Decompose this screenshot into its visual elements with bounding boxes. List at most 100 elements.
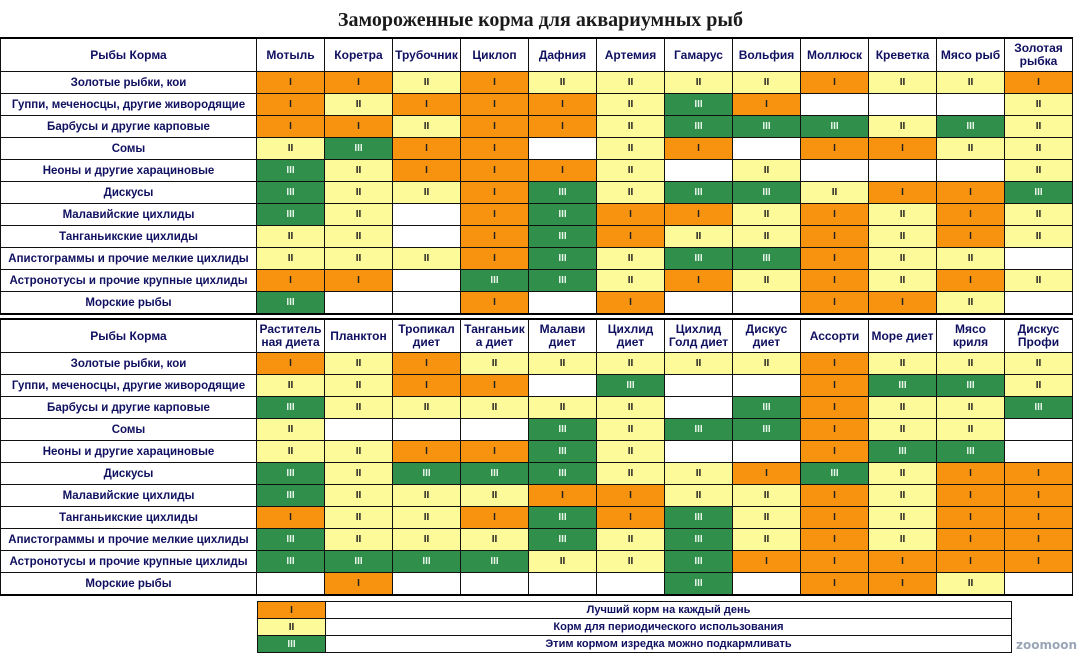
rating-cell: II [664, 462, 733, 485]
rating-cell [392, 572, 461, 596]
rating-cell: I [460, 203, 529, 226]
frozen-column-header: Гамарус [664, 37, 733, 72]
rating-cell: I [664, 203, 733, 226]
rating-cell: III [528, 181, 597, 204]
fish-name: Танганьикские цихлиды [0, 506, 257, 529]
rating-cell: I [256, 71, 325, 94]
rating-cell [664, 440, 733, 463]
rating-cell: I [528, 159, 597, 182]
rating-cell [392, 225, 461, 248]
rating-cell: I [256, 506, 325, 529]
rating-cell: III [528, 506, 597, 529]
rating-cell: I [528, 93, 597, 116]
rating-cell: II [936, 247, 1005, 270]
rating-cell: I [936, 269, 1005, 292]
dry-column-header: Раститель ная диета [256, 318, 325, 353]
rating-cell: II [868, 528, 937, 551]
rating-cell: I [936, 225, 1005, 248]
rating-cell [1004, 440, 1073, 463]
frozen-column-header: Мясо рыб [936, 37, 1005, 72]
rating-cell: II [256, 440, 325, 463]
rating-cell: I [732, 462, 801, 485]
rating-cell: I [256, 352, 325, 375]
dry-column-header: Малави диет [528, 318, 597, 353]
rating-cell [664, 374, 733, 397]
rating-cell: I [324, 269, 393, 292]
rating-cell: III [1004, 396, 1073, 419]
rating-cell: I [256, 115, 325, 138]
rating-cell: I [324, 572, 393, 596]
rating-cell: II [324, 247, 393, 270]
rating-cell: I [460, 440, 529, 463]
rating-cell: I [800, 418, 869, 441]
rating-cell: II [460, 484, 529, 507]
rating-cell [664, 159, 733, 182]
rating-cell: I [800, 572, 869, 596]
legend: I Лучший корм на каждый день II Корм для… [257, 601, 1012, 653]
rating-cell: II [732, 269, 801, 292]
rating-cell: I [868, 137, 937, 160]
rating-cell: III [256, 159, 325, 182]
rating-cell: II [596, 137, 665, 160]
page-title: Замороженные корма для аквариумных рыб [337, 9, 744, 31]
rating-cell: I [800, 528, 869, 551]
rating-cell: II [596, 462, 665, 485]
rating-cell: II [732, 484, 801, 507]
rating-cell: II [392, 506, 461, 529]
rating-cell: II [732, 528, 801, 551]
table-row: Танганьикские цихлиды I II II I III I III II I II I… [0, 506, 1073, 529]
dry-column-header: Дискус Профи [1004, 318, 1073, 353]
frozen-feed-table: Рыбы Корма Мотыль Коретра Трубочник Циклоп Да… [0, 37, 1073, 315]
table-row: Золотые рыбки, кои I II I II II II II II I II II II [0, 352, 1073, 375]
rating-cell: II [868, 203, 937, 226]
rating-cell: I [596, 484, 665, 507]
frozen-column-header: Креветка [868, 37, 937, 72]
rating-cell: III [936, 440, 1005, 463]
rating-cell: I [1004, 550, 1073, 573]
rating-cell: III [732, 115, 801, 138]
rating-cell: II [936, 418, 1005, 441]
rating-cell: II [1004, 137, 1073, 160]
rating-cell: II [596, 93, 665, 116]
rating-cell [256, 572, 325, 596]
rating-cell: I [732, 550, 801, 573]
rating-cell: II [664, 225, 733, 248]
rating-cell: III [256, 181, 325, 204]
rating-cell: I [256, 269, 325, 292]
rating-cell: III [664, 528, 733, 551]
rating-cell: III [256, 396, 325, 419]
rating-cell: I [868, 181, 937, 204]
rating-cell: II [800, 181, 869, 204]
rating-cell: III [528, 418, 597, 441]
rating-cell: III [664, 181, 733, 204]
rating-cell [732, 440, 801, 463]
frozen-column-header: Золотая рыбка [1004, 37, 1073, 72]
rating-cell: I [460, 506, 529, 529]
rating-cell: I [596, 225, 665, 248]
rating-cell: I [732, 93, 801, 116]
frozen-header-row: Рыбы Корма Мотыль Коретра Трубочник Циклоп Да… [0, 37, 1073, 72]
rating-cell: II [596, 396, 665, 419]
rating-cell: I [1004, 71, 1073, 94]
rating-cell: III [528, 462, 597, 485]
rating-cell: I [460, 159, 529, 182]
fish-name: Апистограммы и прочие мелкие цихлиды [0, 247, 257, 270]
rating-cell: I [324, 115, 393, 138]
rating-cell: II [324, 462, 393, 485]
table-row: Сомы II III II III III I II II [0, 418, 1073, 441]
rating-cell: II [324, 225, 393, 248]
rating-cell: III [256, 484, 325, 507]
frozen-column-header: Трубочник [392, 37, 461, 72]
rating-cell [392, 418, 461, 441]
rating-cell: I [936, 181, 1005, 204]
rating-cell [732, 374, 801, 397]
rating-cell: II [392, 484, 461, 507]
rating-cell: I [868, 550, 937, 573]
frozen-corner-label: Рыбы Корма [0, 37, 257, 72]
rating-cell: III [528, 203, 597, 226]
fish-name: Малавийские цихлиды [0, 203, 257, 226]
rating-cell: II [868, 71, 937, 94]
watermark: zoomoon [1015, 638, 1077, 652]
